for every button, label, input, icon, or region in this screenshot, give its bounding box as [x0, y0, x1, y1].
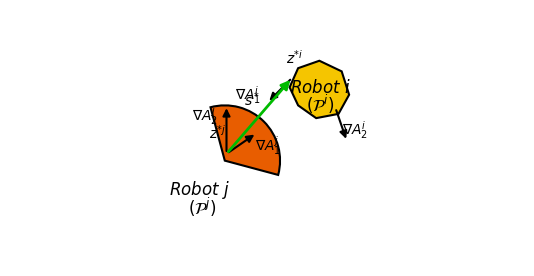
Text: Robot $j$: Robot $j$	[169, 179, 230, 201]
Polygon shape	[289, 61, 349, 118]
Text: $(\mathcal{P}^i)$: $(\mathcal{P}^i)$	[306, 93, 335, 116]
Text: $\nabla A_1^j$: $\nabla A_1^j$	[255, 135, 281, 158]
Text: $s^*$: $s^*$	[244, 90, 261, 108]
Text: Robot $i$: Robot $i$	[290, 79, 351, 97]
Wedge shape	[210, 105, 280, 175]
Text: $z^{*i}$: $z^{*i}$	[286, 49, 304, 67]
Text: $\nabla A_2^j$: $\nabla A_2^j$	[192, 104, 218, 128]
Text: $\nabla A_1^i$: $\nabla A_1^i$	[235, 84, 261, 106]
Text: $z^{*j}$: $z^{*j}$	[209, 124, 227, 142]
Text: $(\mathcal{P}^j)$: $(\mathcal{P}^j)$	[188, 196, 217, 219]
Text: $\nabla A_2^i$: $\nabla A_2^i$	[342, 119, 368, 141]
